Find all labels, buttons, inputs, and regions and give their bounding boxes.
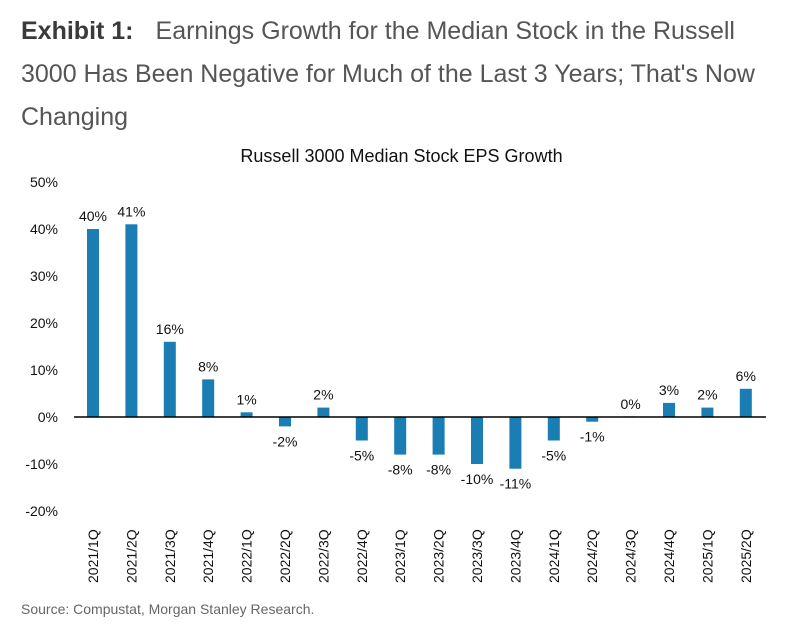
bars (87, 224, 752, 469)
x-tick-label: 2024/1Q (546, 529, 562, 583)
data-label: 2% (313, 387, 333, 403)
bar-2023-4Q (509, 417, 522, 469)
x-tick-label: 2023/3Q (469, 529, 485, 583)
x-tick-label: 2021/2Q (123, 529, 139, 583)
data-labels: 40% 41% 16% 8% 1% -2% 2% -5% -8% -8% -10% -11% -5% -1… (79, 203, 756, 491)
bar-2022-1Q (240, 412, 253, 417)
y-tick-label: 20% (30, 315, 58, 331)
y-tick-label: 40% (30, 221, 58, 237)
x-tick-label: 2022/4Q (354, 529, 370, 583)
data-label: -10% (461, 471, 494, 487)
y-tick-label: 50% (30, 174, 58, 190)
bar-2025-2Q (739, 388, 752, 417)
exhibit-heading: Exhibit 1: Earnings Growth for the Median… (21, 10, 791, 139)
x-tick-label: 2021/4Q (200, 529, 216, 583)
y-axis-ticks: 50% 40% 30% 20% 10% 0% -10% -20% (25, 174, 58, 519)
x-tick-label: 2024/2Q (584, 529, 600, 583)
data-label: -5% (349, 448, 374, 464)
x-tick-label: 2021/1Q (85, 529, 101, 583)
source-note: Source: Compustat, Morgan Stanley Resear… (21, 601, 315, 617)
bar-2021-2Q (125, 224, 138, 417)
data-label: -2% (273, 433, 298, 449)
bar-2024-4Q (663, 402, 675, 417)
x-axis-ticks: 2021/1Q 2021/2Q 2021/3Q 2021/4Q 2022/1Q 2022/… (85, 529, 754, 583)
x-tick-label: 2022/2Q (277, 529, 293, 583)
bar-2021-4Q (202, 379, 215, 417)
data-label: 16% (156, 321, 184, 337)
y-tick-label: 10% (30, 362, 58, 378)
x-tick-label: 2023/4Q (507, 529, 523, 583)
data-label: -8% (426, 462, 451, 478)
data-label: -5% (541, 448, 566, 464)
bar-2021-3Q (163, 341, 176, 417)
y-tick-label: 30% (30, 268, 58, 284)
bar-2024-2Q (586, 417, 599, 422)
data-label: -11% (500, 476, 532, 492)
bar-2022-3Q (317, 407, 330, 417)
bar-2022-4Q (355, 417, 368, 441)
bar-2023-2Q (432, 417, 445, 455)
y-tick-label: 0% (38, 409, 58, 425)
y-tick-label: -10% (25, 456, 58, 472)
y-tick-label: -20% (25, 503, 58, 519)
bar-2023-3Q (471, 417, 483, 464)
data-label: -1% (580, 429, 605, 445)
x-tick-label: 2022/3Q (315, 529, 331, 583)
data-label: 8% (198, 358, 218, 374)
x-tick-label: 2023/2Q (431, 529, 447, 583)
x-tick-label: 2025/1Q (699, 529, 715, 583)
chart-title: Russell 3000 Median Stock EPS Growth (240, 146, 563, 166)
data-label: 40% (79, 208, 107, 224)
bar-2022-2Q (279, 417, 291, 427)
x-tick-label: 2024/4Q (661, 529, 677, 583)
data-label: -8% (388, 462, 413, 478)
data-label: 6% (736, 368, 756, 384)
bar-2024-1Q (547, 417, 560, 441)
bar-2025-1Q (701, 407, 714, 417)
data-label: 3% (659, 382, 679, 398)
x-tick-label: 2021/3Q (162, 529, 178, 583)
exhibit-label: Exhibit 1: (21, 17, 134, 45)
data-label: 0% (620, 396, 640, 412)
data-label: 1% (236, 391, 256, 407)
exhibit-title: Earnings Growth for the Median Stock in … (21, 17, 755, 131)
bar-2021-1Q (87, 229, 99, 417)
x-tick-label: 2023/1Q (392, 529, 408, 583)
x-tick-label: 2022/1Q (239, 529, 255, 583)
data-label: 2% (697, 387, 717, 403)
x-tick-label: 2025/2Q (738, 529, 754, 583)
data-label: 41% (117, 203, 145, 219)
bar-2023-1Q (394, 417, 407, 455)
x-tick-label: 2024/3Q (623, 529, 639, 583)
